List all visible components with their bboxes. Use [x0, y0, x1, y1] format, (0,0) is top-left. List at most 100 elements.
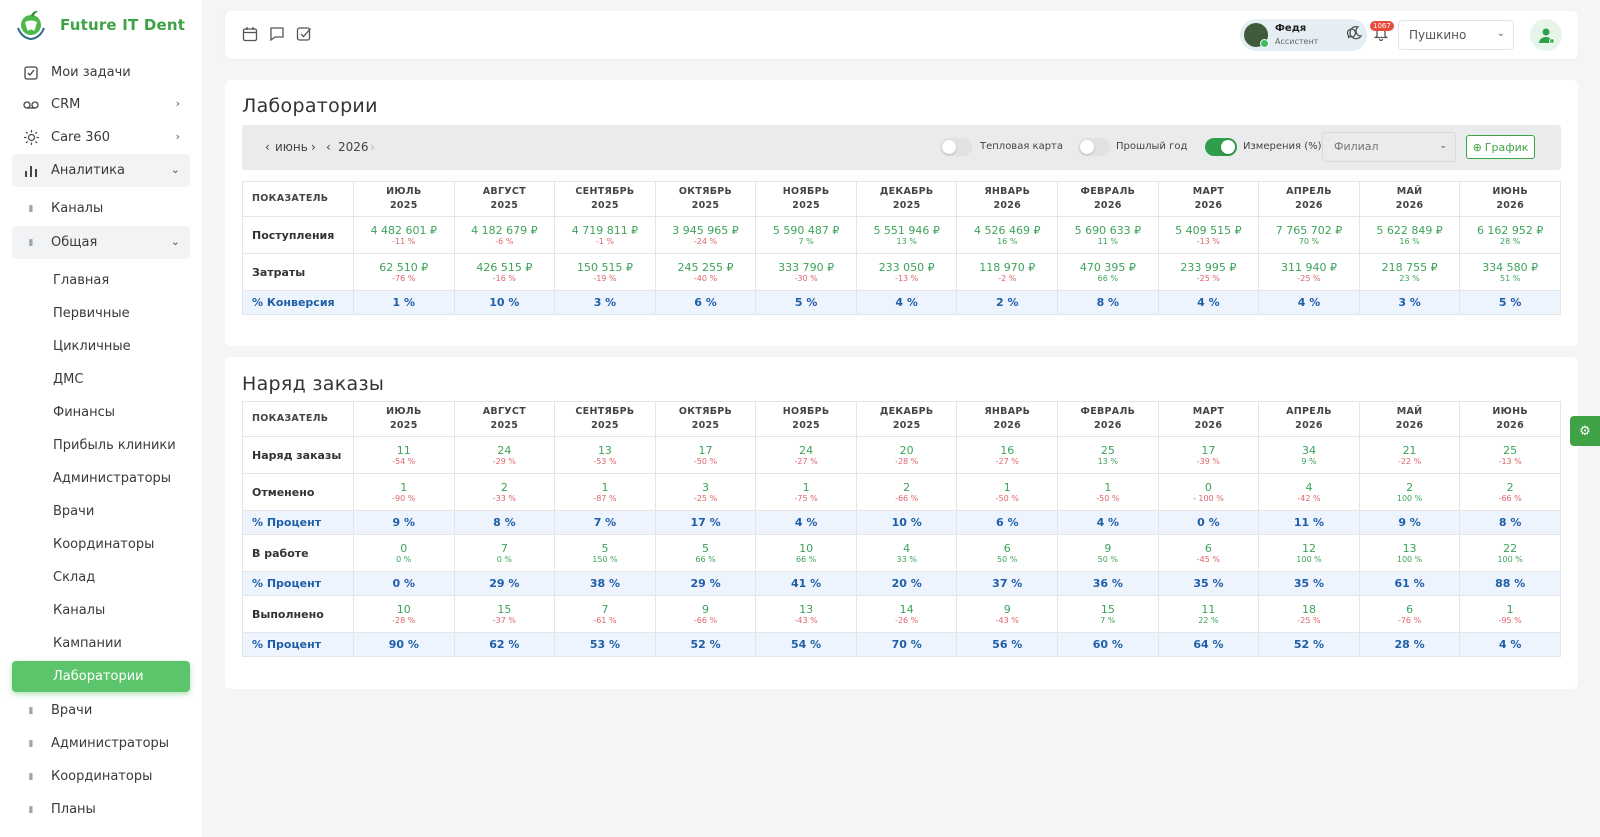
- chevron-down-icon: ⌄: [170, 235, 180, 248]
- month-header: ДЕКАБРЬ 2025: [855, 181, 958, 217]
- changes-toggle[interactable]: [1205, 138, 1237, 156]
- cell-delta: 9 %: [1301, 456, 1317, 466]
- sidebar-item-label: Планы: [51, 802, 96, 817]
- logo[interactable]: Future IT Dent: [14, 8, 185, 42]
- sidebar-subitem-admins[interactable]: Администраторы: [12, 463, 190, 494]
- sidebar-item-coordinators[interactable]: ▮ Координаторы: [12, 760, 190, 793]
- calendar-icon[interactable]: [242, 26, 259, 43]
- sidebar-item-plans[interactable]: ▮ Планы: [12, 793, 190, 826]
- prev-year-button[interactable]: ‹: [326, 140, 331, 154]
- user-avatar[interactable]: [1530, 19, 1562, 51]
- cell-delta: -66 %: [693, 615, 718, 625]
- cell-value: 34: [1301, 443, 1316, 457]
- cell-delta: 66 %: [795, 554, 817, 564]
- month-header: ДЕКАБРЬ 2025: [855, 401, 958, 437]
- sidebar-subitem-dms[interactable]: ДМС: [12, 364, 190, 395]
- table-cell: 2 -33 %: [453, 473, 556, 511]
- chevron-down-icon: ⌄: [170, 163, 180, 176]
- sidebar-item-crm[interactable]: CRM ›: [12, 88, 190, 121]
- cell-value: 41 %: [791, 577, 822, 590]
- next-month-button[interactable]: ›: [311, 140, 316, 154]
- cell-value: 88 %: [1495, 577, 1526, 590]
- sidebar-subitem-channels[interactable]: Каналы: [12, 595, 190, 626]
- sidebar-item-care360[interactable]: Care 360 ›: [12, 121, 190, 154]
- branch-select[interactable]: Филиал ⌄: [1322, 132, 1456, 162]
- month-name: ИЮЛЬ: [386, 186, 422, 197]
- table-cell: 18 -25 %: [1258, 595, 1360, 633]
- cell-value: 3: [702, 480, 710, 494]
- graph-button[interactable]: ⊕ График: [1466, 135, 1535, 159]
- month-name: АПРЕЛЬ: [1286, 406, 1332, 417]
- sidebar-subitem-primary[interactable]: Первичные: [12, 298, 190, 329]
- table-cell: 2 -66 %: [1459, 473, 1561, 511]
- moon-icon[interactable]: [1347, 25, 1367, 45]
- sidebar-item-channels[interactable]: ▮ Каналы: [12, 192, 190, 225]
- table-cell: 7 765 702 ₽70 %: [1258, 216, 1360, 254]
- settings-gear-icon[interactable]: ⚙: [1570, 416, 1600, 446]
- sidebar-item-general[interactable]: ▮ Общая ⌄: [12, 226, 190, 259]
- prev-month-button[interactable]: ‹: [265, 140, 270, 154]
- chat-icon[interactable]: [269, 26, 286, 43]
- cell-delta: -90 %: [392, 493, 416, 503]
- cell-value: 38 %: [589, 577, 621, 590]
- table-cell: 10 -28 %: [353, 595, 455, 633]
- cell-value: 2: [1506, 480, 1514, 494]
- month-name: ФЕВРАЛЬ: [1080, 406, 1136, 417]
- sidebar-subitem-finance[interactable]: Финансы: [12, 397, 190, 428]
- sidebar-subitem-doctors[interactable]: Врачи: [12, 496, 190, 527]
- sidebar-subitem-campaigns[interactable]: Кампании: [12, 628, 190, 659]
- sidebar-item-doctors[interactable]: ▮ Врачи: [12, 694, 190, 727]
- sidebar-item-admins[interactable]: ▮ Администраторы: [12, 727, 190, 760]
- cell-delta: -24 %: [693, 236, 718, 246]
- sidebar-item-analytics[interactable]: Аналитика ⌄: [12, 154, 190, 187]
- table-cell: 1 %: [353, 290, 455, 315]
- table-cell: 8 %: [1057, 290, 1159, 315]
- cell-value: 4 %: [895, 296, 918, 309]
- month-year: 2025: [490, 200, 519, 211]
- table-cell: 52 %: [654, 632, 757, 657]
- table-cell: 52 %: [1258, 632, 1360, 657]
- month-name: МАРТ: [1192, 186, 1225, 197]
- sidebar-item-label: Каналы: [51, 201, 104, 216]
- table-cell: 2 -66 %: [855, 473, 958, 511]
- month-header: АПРЕЛЬ 2026: [1258, 401, 1360, 437]
- next-year-button[interactable]: ›: [370, 140, 375, 154]
- cell-delta: -42 %: [1297, 493, 1321, 503]
- sidebar-item-my-tasks[interactable]: Мои задачи: [12, 56, 190, 89]
- sidebar-subitem-profit[interactable]: Прибыль клиники: [12, 430, 190, 461]
- month-year: 2025: [591, 420, 619, 431]
- month-year: 2025: [691, 200, 720, 211]
- table-cell: 245 255 ₽ -40 %: [654, 253, 757, 291]
- month-name: ОКТЯБРЬ: [678, 406, 733, 417]
- table-cell: 38 %: [554, 571, 656, 596]
- month-name: МАРТ: [1192, 406, 1225, 417]
- cell-value: 2: [500, 480, 508, 494]
- cell-value: 233 050 ₽: [878, 260, 935, 274]
- row-label: В работе: [242, 534, 354, 572]
- sidebar-item-label: Аналитика: [51, 163, 125, 178]
- table-cell: 9 %: [1358, 510, 1461, 535]
- last-year-toggle[interactable]: [1078, 138, 1110, 156]
- sidebar-subitem-cyclic[interactable]: Цикличные: [12, 331, 190, 362]
- sidebar-subitem-main[interactable]: Главная: [12, 265, 190, 296]
- row-label: Выполнено: [242, 595, 354, 633]
- city-select[interactable]: Пушкино ⌄: [1398, 20, 1514, 50]
- cell-delta: -13 %: [895, 273, 919, 283]
- table-cell: 56 %: [956, 632, 1059, 657]
- cell-delta: -13 %: [1498, 456, 1522, 466]
- sidebar-subitem-warehouse[interactable]: Склад: [12, 562, 190, 593]
- cell-value: 7: [500, 541, 508, 555]
- cell-value: 1: [1003, 480, 1011, 494]
- table-cell: 6 %: [956, 510, 1059, 535]
- cell-value: 36 %: [1092, 577, 1123, 590]
- sidebar-subitem-labs[interactable]: Лаборатории: [12, 661, 190, 692]
- bar-chart-icon: [23, 163, 39, 179]
- month-header: ИЮНЬ 2026: [1459, 401, 1561, 437]
- cell-value: 9 %: [1398, 516, 1421, 529]
- heatmap-toggle[interactable]: [940, 138, 972, 156]
- task-check-icon[interactable]: [296, 26, 313, 43]
- assistant-chip[interactable]: Федя Ассистент: [1240, 19, 1367, 51]
- sidebar-subitem-coordinators[interactable]: Координаторы: [12, 529, 190, 560]
- cell-delta: -27 %: [794, 456, 818, 466]
- cell-value: 1 %: [392, 296, 416, 309]
